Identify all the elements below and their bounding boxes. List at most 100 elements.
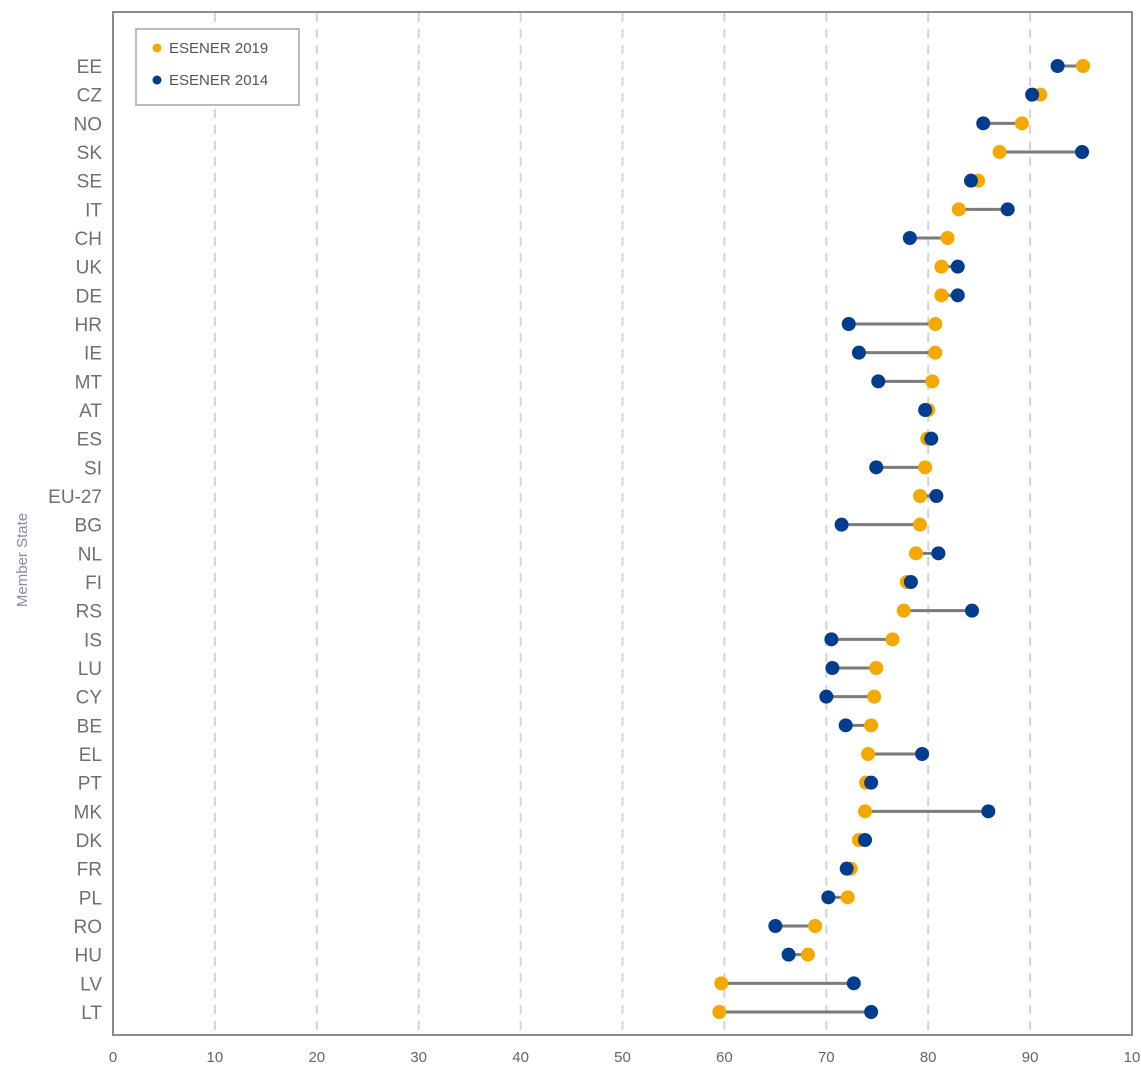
- point-2014: [834, 517, 849, 532]
- point-2014: [915, 747, 930, 761]
- point-2019: [896, 603, 911, 618]
- dumbbell-marks: [712, 59, 1091, 1019]
- category-label: IT: [85, 200, 102, 221]
- point-2019: [928, 317, 943, 331]
- point-2019: [800, 947, 815, 962]
- point-2019: [992, 145, 1007, 159]
- x-tick-label: 60: [716, 1049, 733, 1066]
- category-label: FR: [77, 860, 102, 881]
- category-label: RO: [74, 917, 103, 938]
- point-2019: [951, 202, 966, 217]
- x-tick-label: 20: [308, 1049, 325, 1066]
- x-tick-label: 0: [109, 1049, 117, 1066]
- legend: ESENER 2019 ESENER 2014: [135, 28, 300, 106]
- point-2014: [963, 173, 978, 188]
- point-2014: [1000, 202, 1015, 217]
- category-label: BG: [75, 516, 102, 537]
- point-2014: [950, 288, 965, 303]
- category-label: EE: [77, 57, 102, 78]
- point-2014: [871, 374, 886, 389]
- category-label: HU: [75, 946, 102, 967]
- category-label: MT: [75, 372, 103, 393]
- category-label: SI: [84, 458, 102, 479]
- point-2019: [1076, 59, 1091, 73]
- point-2014: [839, 861, 854, 876]
- point-2019: [913, 517, 928, 532]
- point-2019: [885, 632, 900, 647]
- category-label: PT: [78, 774, 103, 795]
- category-label: FI: [85, 573, 102, 594]
- x-tick-label: 80: [920, 1049, 937, 1066]
- y-axis-title: Member State: [14, 513, 31, 607]
- point-2019: [925, 374, 940, 389]
- point-2014: [825, 661, 840, 675]
- point-2014: [1025, 87, 1040, 102]
- category-label: PL: [79, 888, 102, 909]
- point-2019: [714, 976, 729, 991]
- plot-border: [112, 11, 1133, 1036]
- x-tick-label: 40: [512, 1049, 529, 1066]
- category-label: NL: [78, 544, 102, 565]
- point-2019: [928, 345, 943, 360]
- point-2014: [864, 775, 879, 790]
- point-2019: [861, 747, 876, 761]
- x-tick-label: 10: [1124, 1049, 1141, 1066]
- point-2014: [864, 1005, 879, 1019]
- point-2019: [867, 689, 882, 704]
- x-tick-label: 70: [818, 1049, 835, 1066]
- point-2014: [1075, 145, 1090, 159]
- point-2019: [864, 718, 879, 733]
- category-label: HR: [75, 315, 102, 336]
- category-label: BE: [77, 716, 102, 737]
- category-label: DK: [76, 831, 103, 852]
- category-label: IE: [84, 344, 102, 365]
- point-2014: [924, 431, 939, 446]
- point-2014: [903, 575, 918, 589]
- point-2014: [824, 632, 839, 647]
- point-2019: [869, 661, 884, 675]
- point-2014: [858, 833, 873, 847]
- point-2014: [902, 231, 917, 245]
- category-label: RS: [76, 602, 102, 623]
- point-2014: [819, 689, 834, 704]
- point-2014: [931, 546, 946, 561]
- x-tick-label: 50: [614, 1049, 631, 1066]
- point-2019: [808, 919, 823, 933]
- legend-box: [135, 28, 300, 106]
- point-2014: [841, 317, 856, 331]
- point-2014: [869, 460, 884, 475]
- category-label: LV: [80, 974, 102, 995]
- point-2014: [976, 116, 991, 131]
- category-label: EL: [79, 745, 102, 766]
- point-2019: [913, 489, 928, 503]
- category-label: LU: [78, 659, 102, 680]
- point-2019: [712, 1005, 727, 1019]
- point-2014: [851, 345, 866, 360]
- point-2014: [981, 804, 996, 819]
- legend-label-2014: ESENER 2014: [169, 72, 268, 89]
- point-2014: [1050, 59, 1065, 73]
- point-2014: [781, 947, 796, 962]
- category-label: CY: [76, 688, 103, 709]
- x-tick-labels: 0 10 20 30 40 50 60 70 80 90 10: [109, 1049, 1141, 1066]
- point-2014: [965, 603, 980, 618]
- point-2019: [840, 890, 855, 905]
- category-labels: EE CZ NO SK SE IT CH UK DE HR IE MT AT ES SI EU-27 BG NL F…: [48, 57, 102, 1024]
- x-tick-label: 90: [1022, 1049, 1039, 1066]
- point-2019: [1014, 116, 1029, 131]
- point-2019: [934, 259, 949, 274]
- legend-marker-2019: [152, 43, 162, 53]
- x-tick-label: 30: [410, 1049, 427, 1066]
- category-label: AT: [79, 401, 102, 422]
- category-label: SE: [77, 172, 102, 193]
- category-label: ES: [77, 430, 102, 451]
- category-label: EU-27: [48, 487, 102, 508]
- category-label: MK: [74, 802, 103, 823]
- category-label: LT: [81, 1003, 102, 1024]
- point-2014: [768, 919, 783, 933]
- point-2014: [918, 403, 933, 417]
- category-label: NO: [74, 114, 103, 135]
- category-label: SK: [77, 143, 103, 164]
- category-label: CZ: [77, 86, 103, 107]
